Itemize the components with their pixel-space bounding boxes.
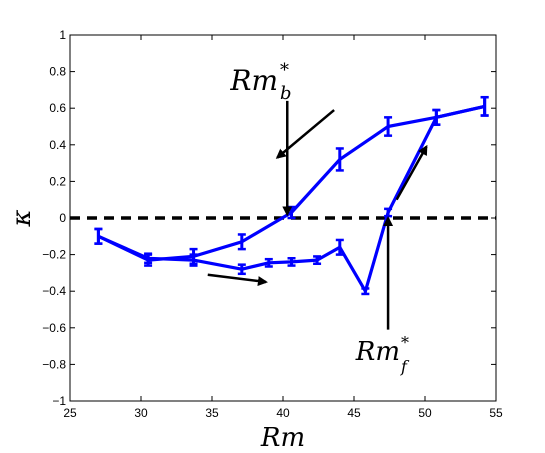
y-tick-label: −0.4 — [42, 284, 66, 298]
annotation-rm-f-label: Rm — [355, 337, 400, 367]
annotation-rm-b-sub: b — [280, 83, 292, 104]
x-tick-label: 25 — [63, 406, 77, 420]
y-tick-label: 0.6 — [49, 101, 66, 115]
x-tick-label: 45 — [347, 406, 361, 420]
y-tick-label: −0.8 — [42, 357, 66, 371]
y-tick-label: 1 — [59, 28, 66, 42]
direction-arrow-2 — [395, 144, 428, 201]
x-tick-label: 35 — [205, 406, 219, 420]
y-tick-label: −0.2 — [42, 248, 66, 262]
annotation-rm-b-label: Rm — [229, 64, 278, 97]
annotation-rm-b: Rm * b — [229, 60, 291, 104]
x-tick-label: 50 — [418, 406, 432, 420]
direction-arrow-1 — [275, 109, 335, 159]
x-axis-label: Rm — [260, 423, 305, 453]
y-tick-label: −1 — [52, 394, 66, 408]
annotation-rm-f-sup: * — [401, 333, 409, 352]
series-line-1 — [97, 104, 485, 293]
x-tick-label: 55 — [489, 406, 503, 420]
annotation-rm-f: Rm * f — [355, 333, 410, 376]
x-tick-label: 30 — [134, 406, 148, 420]
y-tick-label: −0.6 — [42, 321, 66, 335]
y-tick-label: 0.8 — [49, 65, 66, 79]
direction-arrow-3 — [207, 273, 268, 287]
annotation-rm-b-sup: * — [280, 60, 289, 81]
y-tick-label: 0.2 — [49, 174, 66, 188]
annotation-rm-f-sub: f — [400, 357, 410, 376]
series-line-2 — [97, 104, 485, 262]
y-tick-label: 0 — [59, 211, 66, 225]
y-tick-label: 0.4 — [49, 138, 66, 152]
y-axis-label: κ — [7, 209, 37, 227]
x-tick-label: 40 — [276, 406, 290, 420]
